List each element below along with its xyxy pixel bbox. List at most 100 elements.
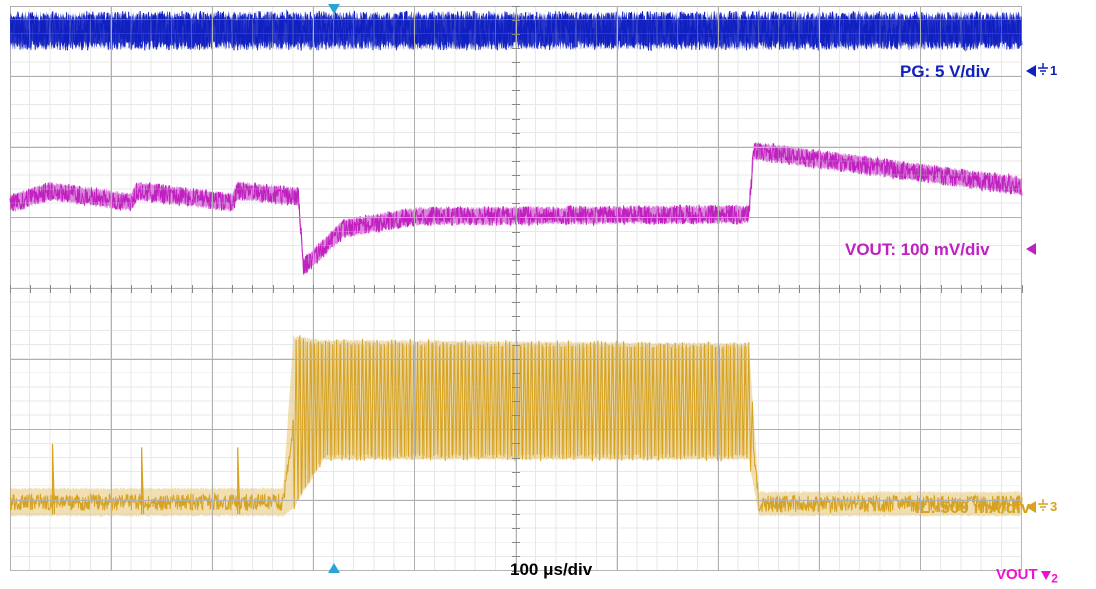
center-h-tick [536,285,537,293]
center-v-tick [512,458,520,459]
center-v-tick [512,387,520,388]
center-v-tick [512,330,520,331]
center-v-tick [512,189,520,190]
center-h-tick [860,285,861,293]
center-v-tick [512,429,520,430]
center-h-tick [10,285,11,293]
center-h-tick [839,285,840,293]
center-h-tick [273,285,274,293]
center-v-tick [512,62,520,63]
center-h-tick [333,285,334,293]
center-h-tick [111,285,112,293]
center-h-tick [495,285,496,293]
channel-marker-2: 3 [1026,498,1057,515]
center-v-tick [512,260,520,261]
center-h-tick [435,285,436,293]
center-v-tick [512,359,520,360]
center-h-tick [374,285,375,293]
channel-label-IL: IL: 500 mA/div [915,498,1030,518]
trigger-marker-bottom [328,563,340,573]
center-h-tick [252,285,253,293]
center-v-tick [512,203,520,204]
center-v-tick [512,415,520,416]
center-h-tick [171,285,172,293]
center-h-tick [70,285,71,293]
trigger-marker-top [328,4,340,14]
center-v-tick [512,34,520,35]
center-h-tick [617,285,618,293]
timebase-label: 100 μs/div [510,560,592,580]
center-h-tick [657,285,658,293]
center-h-tick [556,285,557,293]
center-h-tick [151,285,152,293]
center-h-tick [1022,285,1023,293]
center-h-tick [596,285,597,293]
center-h-tick [900,285,901,293]
center-h-tick [90,285,91,293]
center-v-tick [512,161,520,162]
center-h-tick [414,285,415,293]
channel-marker-1 [1026,240,1036,256]
center-h-tick [50,285,51,293]
center-v-tick [512,500,520,501]
center-v-tick [512,345,520,346]
center-v-tick [512,175,520,176]
center-h-tick [941,285,942,293]
channel-marker-3: VOUT 2 [996,566,1058,586]
center-h-tick [961,285,962,293]
center-v-tick [512,556,520,557]
center-h-tick [637,285,638,293]
center-v-tick [512,514,520,515]
center-v-tick [512,443,520,444]
center-h-tick [192,285,193,293]
center-v-tick [512,486,520,487]
center-h-tick [293,285,294,293]
center-h-tick [981,285,982,293]
center-v-tick [512,528,520,529]
center-h-tick [576,285,577,293]
center-h-tick [718,285,719,293]
center-h-tick [394,285,395,293]
center-v-tick [512,542,520,543]
channel-label-VOUT: VOUT: 100 mV/div [845,240,990,260]
center-h-tick [779,285,780,293]
center-h-tick [232,285,233,293]
center-h-tick [698,285,699,293]
center-h-tick [212,285,213,293]
center-h-tick [758,285,759,293]
center-v-tick [512,472,520,473]
center-v-tick [512,119,520,120]
center-h-tick [880,285,881,293]
center-v-tick [512,373,520,374]
center-v-tick [512,302,520,303]
center-h-tick [677,285,678,293]
center-v-tick [512,90,520,91]
center-v-tick [512,274,520,275]
center-v-tick [512,147,520,148]
center-v-tick [512,104,520,105]
center-h-tick [1001,285,1002,293]
center-v-tick [512,232,520,233]
center-v-tick [512,401,520,402]
center-v-tick [512,217,520,218]
center-v-tick [512,133,520,134]
channel-marker-0: 1 [1026,62,1057,79]
center-v-tick [512,316,520,317]
oscilloscope-capture: 1 3 VOUT 2 PG: 5 V/div VOUT: 100 mV/div IL: 5… [0,0,1096,589]
center-h-tick [30,285,31,293]
center-h-tick [819,285,820,293]
center-v-tick [512,48,520,49]
center-h-tick [354,285,355,293]
center-v-tick [512,6,520,7]
center-h-tick [475,285,476,293]
center-h-tick [738,285,739,293]
center-h-tick [313,285,314,293]
center-h-tick [799,285,800,293]
center-h-tick [455,285,456,293]
center-v-tick [512,76,520,77]
center-h-tick [516,285,517,293]
center-v-tick [512,20,520,21]
channel-label-PG: PG: 5 V/div [900,62,990,82]
center-v-tick [512,246,520,247]
center-h-tick [920,285,921,293]
